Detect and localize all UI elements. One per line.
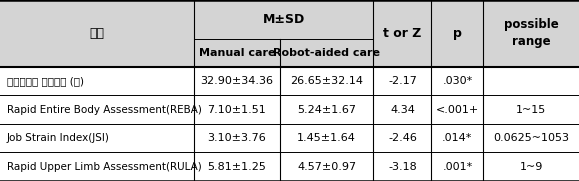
Text: -2.46: -2.46 [388, 133, 417, 143]
Bar [0, 152, 579, 181]
Bar [0, 0, 579, 67]
Text: .001*: .001* [442, 162, 472, 172]
Text: 1~15: 1~15 [516, 105, 547, 115]
Text: p: p [453, 27, 462, 40]
Text: Rapid Entire Body Assessment(REBA): Rapid Entire Body Assessment(REBA) [7, 105, 202, 115]
Text: <.001+: <.001+ [436, 105, 479, 115]
Text: 4.57±0.97: 4.57±0.97 [297, 162, 356, 172]
Text: possible
range: possible range [504, 18, 559, 49]
Text: .014*: .014* [442, 133, 472, 143]
Text: 7.10±1.51: 7.10±1.51 [207, 105, 266, 115]
Text: t or Z: t or Z [383, 27, 422, 40]
Text: Rapid Upper Limb Assessment(RULA): Rapid Upper Limb Assessment(RULA) [7, 162, 201, 172]
Bar [0, 67, 579, 96]
Text: 1~9: 1~9 [519, 162, 543, 172]
Text: -2.17: -2.17 [388, 76, 417, 86]
Text: Job Strain Index(JSI): Job Strain Index(JSI) [7, 133, 110, 143]
Text: 5.24±1.67: 5.24±1.67 [297, 105, 356, 115]
Text: 3.10±3.76: 3.10±3.76 [207, 133, 266, 143]
Text: 돌봇행위별 돌봇시간 (분): 돌봇행위별 돌봇시간 (분) [7, 76, 84, 86]
Text: Manual care: Manual care [199, 48, 275, 58]
Text: -3.18: -3.18 [388, 162, 417, 172]
Text: Robot-aided care: Robot-aided care [273, 48, 380, 58]
Text: 구분: 구분 [90, 27, 104, 40]
Text: 5.81±1.25: 5.81±1.25 [207, 162, 266, 172]
Text: 4.34: 4.34 [390, 105, 415, 115]
Text: M±SD: M±SD [263, 13, 305, 26]
Text: 0.0625~1053: 0.0625~1053 [493, 133, 569, 143]
Text: 32.90±34.36: 32.90±34.36 [200, 76, 273, 86]
Text: .030*: .030* [442, 76, 472, 86]
Text: 26.65±32.14: 26.65±32.14 [290, 76, 363, 86]
Bar [0, 124, 579, 152]
Text: 1.45±1.64: 1.45±1.64 [297, 133, 356, 143]
Bar [0, 96, 579, 124]
